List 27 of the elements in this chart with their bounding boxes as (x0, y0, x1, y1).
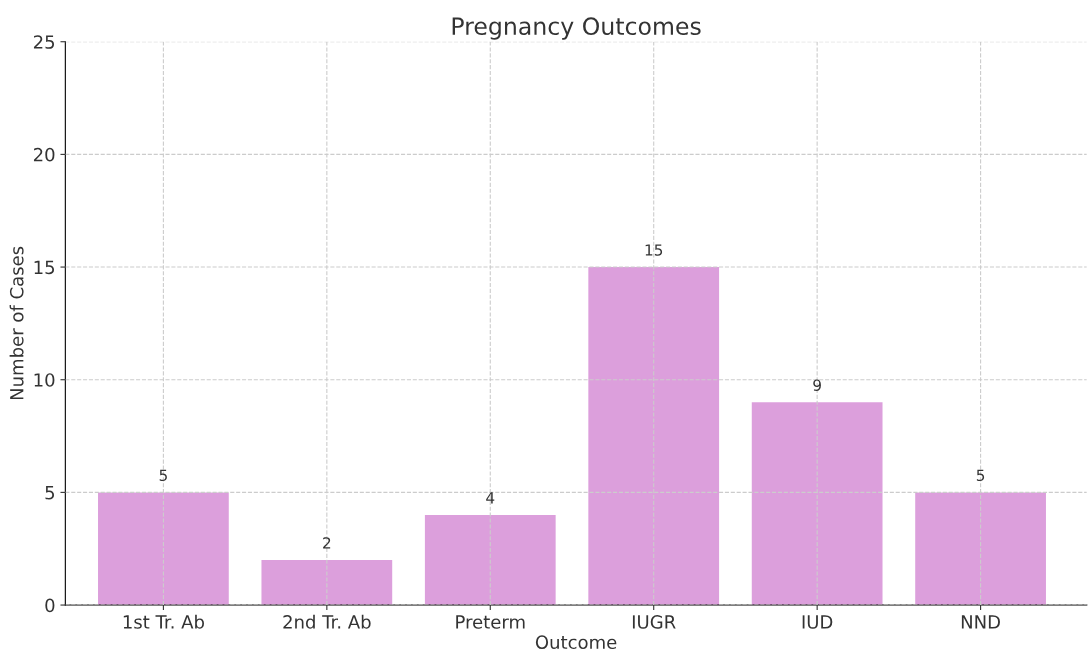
chart-title: Pregnancy Outcomes (452, 17, 701, 40)
bar (915, 492, 1046, 606)
x-tick-label: IUGR (632, 615, 676, 629)
x-tick-label: NND (961, 615, 1000, 629)
bar (98, 492, 229, 606)
bar (261, 559, 393, 606)
x-tick-label: 2nd Tr. Ab (283, 614, 371, 629)
y-tick-label: 15 (34, 260, 55, 275)
data-label: 5 (976, 469, 985, 482)
x-axis-title: Outcome (535, 635, 617, 650)
x-tick-label: IUD (802, 615, 833, 629)
data-label: 2 (323, 537, 331, 549)
y-axis-title: Number of Cases (9, 246, 24, 400)
bar (751, 402, 883, 606)
y-tick-label: 5 (45, 486, 55, 500)
x-tick-label: 1st Tr. Ab (123, 614, 204, 629)
data-label: 9 (813, 379, 821, 391)
bar (424, 514, 556, 606)
y-tick-label: 10 (34, 373, 55, 387)
data-label: 5 (159, 469, 167, 482)
y-tick-label: 20 (33, 147, 55, 162)
data-label: 15 (645, 244, 663, 256)
y-tick-label: 25 (33, 35, 55, 49)
data-label: 4 (486, 492, 495, 504)
y-tick-label: 0 (45, 598, 55, 613)
bar (588, 267, 720, 606)
x-tick-label: Preterm (456, 615, 525, 629)
